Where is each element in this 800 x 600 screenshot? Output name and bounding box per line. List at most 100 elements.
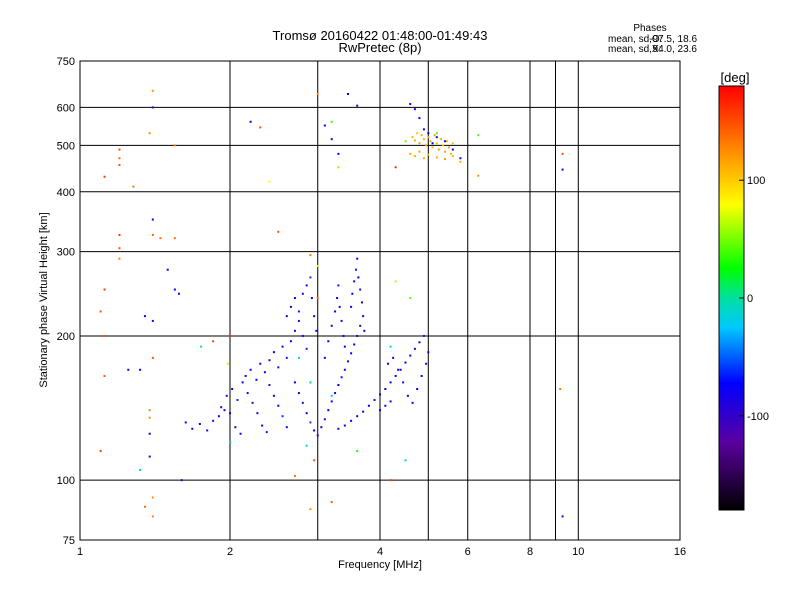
point-x (309, 381, 312, 384)
point-x (429, 140, 432, 143)
point-o (301, 401, 304, 404)
point-x (404, 140, 407, 143)
chart-subtitle: RwPretec (8p) (338, 40, 421, 55)
point-o (431, 142, 434, 145)
point-o (173, 288, 176, 291)
chart-title: Tromsø 20160422 01:48:00-01:49:43 (273, 28, 488, 43)
point-o (177, 292, 180, 295)
point-o (561, 515, 564, 518)
point-o (289, 305, 292, 308)
x-tick-label: 6 (465, 546, 471, 558)
point-x (118, 157, 121, 160)
data-points (99, 89, 564, 518)
point-o (180, 479, 183, 482)
point-o (249, 120, 252, 123)
point-x (293, 475, 296, 478)
point-o (353, 343, 356, 346)
point-x (451, 155, 454, 158)
x-tick-label: 2 (227, 546, 233, 558)
point-o (297, 319, 300, 322)
point-o (337, 152, 340, 155)
point-o (151, 106, 154, 109)
point-x (229, 441, 231, 444)
point-o (343, 345, 346, 348)
point-x (447, 146, 450, 149)
point-x (132, 185, 135, 188)
point-x (151, 233, 154, 236)
point-o (340, 376, 343, 379)
point-x (148, 416, 151, 419)
point-o (251, 401, 254, 404)
colorbar-tick-label: 100 (747, 175, 765, 187)
point-o (330, 400, 333, 403)
stats-o-label: mean, sd,O: (608, 34, 662, 45)
point-x (259, 126, 262, 129)
point-o (220, 406, 223, 409)
point-o (293, 297, 296, 300)
point-x (118, 148, 121, 151)
point-o (148, 455, 151, 458)
point-o (561, 168, 564, 171)
point-o (272, 351, 275, 354)
point-x (416, 132, 419, 135)
point-o (198, 422, 201, 425)
point-o (340, 319, 343, 322)
point-o (336, 297, 339, 300)
point-o (297, 392, 300, 395)
point-o (418, 117, 421, 120)
point-o (346, 92, 349, 95)
point-x (309, 508, 312, 511)
point-o (356, 334, 359, 337)
point-x (404, 459, 407, 462)
point-x (297, 356, 300, 359)
point-o (402, 381, 405, 384)
point-o (327, 340, 330, 343)
point-o (305, 347, 308, 350)
point-x (268, 180, 271, 183)
stats-x-label: mean, sd,X: (608, 44, 661, 55)
point-o (379, 409, 381, 412)
point-o (337, 383, 340, 386)
point-o (217, 415, 220, 418)
point-o (337, 284, 340, 287)
point-o (343, 368, 346, 371)
point-o (256, 412, 259, 415)
point-x (441, 144, 444, 147)
point-x (229, 334, 231, 337)
point-o (231, 387, 234, 390)
point-o (362, 315, 365, 318)
point-x (305, 444, 308, 447)
point-o (357, 276, 360, 279)
y-axis-label: Stationary phase Virtual Height [km] (38, 212, 50, 387)
y-tick-label: 200 (57, 331, 75, 343)
point-x (148, 132, 151, 135)
point-x (437, 148, 440, 151)
point-x (394, 280, 397, 283)
point-o (353, 280, 356, 283)
point-o (241, 381, 244, 384)
point-o (166, 268, 169, 271)
point-x (561, 152, 564, 155)
point-x (143, 505, 146, 508)
point-x (422, 138, 425, 141)
point-x (427, 153, 430, 156)
point-o (212, 419, 215, 422)
point-x (389, 479, 392, 482)
point-x (200, 345, 203, 348)
point-x (151, 515, 154, 518)
point-o (351, 292, 354, 295)
x-axis-ticks: 1 2 4 6 8 10 16 (77, 546, 686, 558)
point-o (389, 400, 392, 403)
point-o (265, 431, 268, 434)
point-o (413, 108, 416, 111)
point-x (103, 374, 106, 377)
point-o (334, 310, 337, 313)
point-o (422, 128, 425, 131)
point-o (268, 359, 271, 362)
point-o (285, 426, 288, 429)
point-o (427, 132, 430, 135)
point-o (367, 404, 370, 407)
point-o (323, 418, 326, 421)
point-o (277, 404, 280, 407)
